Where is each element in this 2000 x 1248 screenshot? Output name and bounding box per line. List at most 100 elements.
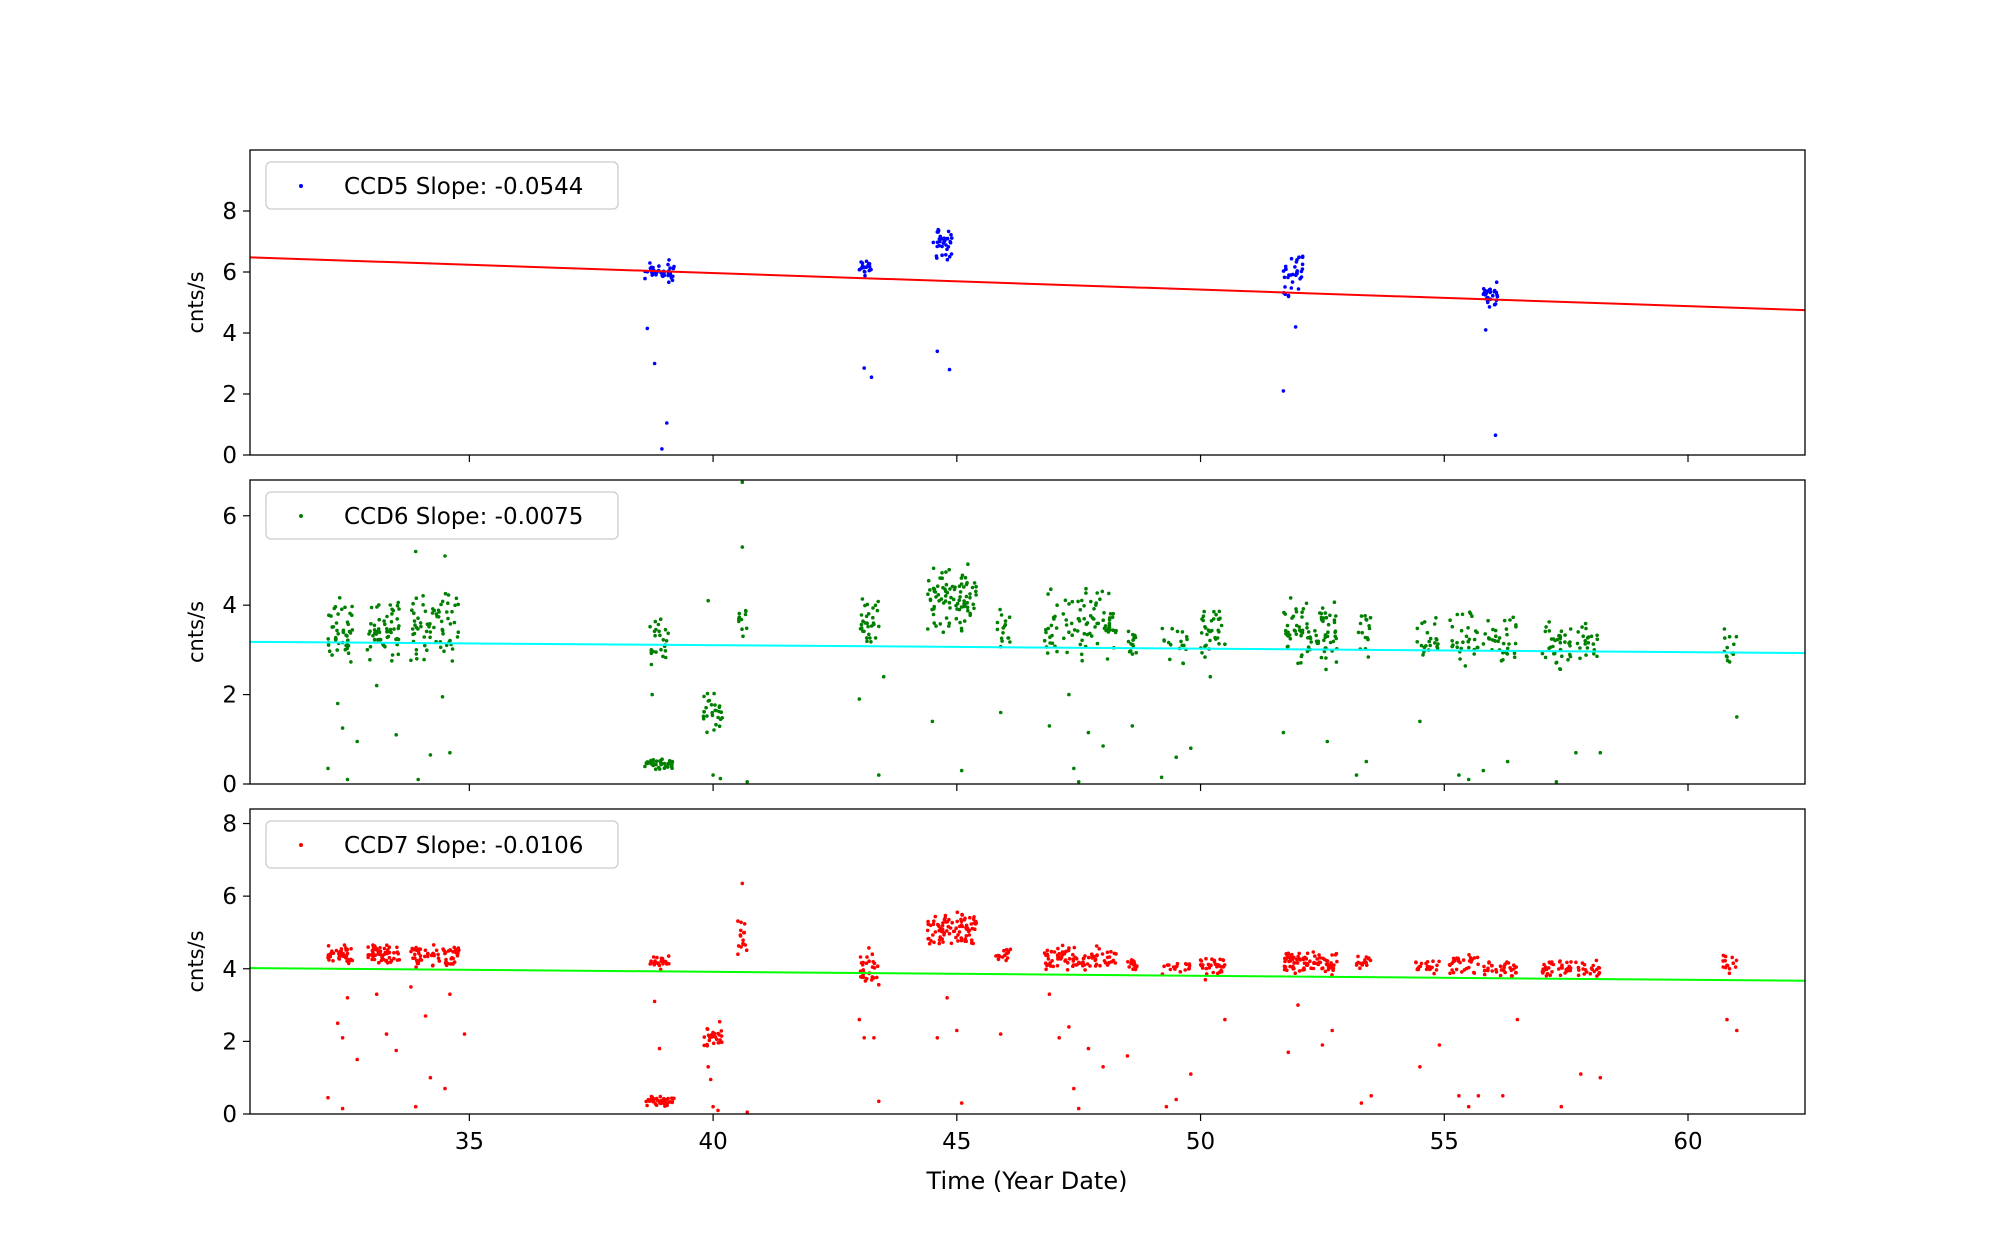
data-point	[963, 603, 967, 607]
data-point	[1062, 636, 1066, 641]
data-point	[1073, 955, 1077, 960]
data-point	[865, 639, 869, 644]
data-point	[719, 1034, 724, 1038]
data-point	[330, 625, 335, 629]
data-point	[717, 704, 722, 708]
data-point	[877, 624, 881, 629]
data-point	[1180, 643, 1184, 648]
data-point	[935, 1036, 940, 1040]
data-point	[445, 610, 449, 614]
data-point	[1584, 653, 1588, 657]
data-point	[350, 628, 355, 632]
data-point	[743, 943, 748, 947]
data-point	[423, 948, 428, 953]
data-point	[743, 608, 748, 613]
data-point	[1174, 755, 1178, 759]
data-point	[1721, 959, 1725, 963]
data-point	[1111, 628, 1115, 632]
data-point	[926, 919, 930, 924]
data-point	[705, 1027, 709, 1031]
data-point	[343, 647, 348, 652]
data-point	[355, 739, 360, 744]
data-point	[436, 956, 441, 960]
data-point	[1202, 609, 1206, 614]
data-point	[1217, 963, 1221, 967]
data-point	[1130, 652, 1135, 656]
data-point	[1300, 262, 1305, 267]
data-point	[1483, 328, 1488, 332]
data-point	[945, 929, 949, 933]
data-point	[374, 992, 379, 996]
data-point	[1472, 637, 1477, 642]
data-point	[390, 653, 395, 657]
data-point	[1421, 653, 1425, 657]
data-point	[858, 627, 863, 631]
data-point	[1326, 964, 1331, 968]
data-point	[1067, 957, 1072, 961]
data-point	[1314, 633, 1318, 638]
data-point	[1502, 618, 1507, 623]
data-point	[1288, 636, 1293, 641]
data-point	[1457, 773, 1461, 777]
data-point	[1487, 637, 1492, 641]
data-point	[1130, 642, 1135, 647]
data-point	[448, 962, 453, 966]
data-point	[1063, 950, 1067, 954]
data-point	[1420, 621, 1424, 626]
data-point	[1184, 635, 1189, 639]
data-point	[1356, 630, 1361, 635]
panel-3: 0 2 4 6 8 35 40 45 50 55 60 cnts/s CCD7 Slope: -0.01…	[184, 808, 1806, 1155]
y-tick-label: 0	[222, 1102, 237, 1128]
data-point	[376, 637, 380, 642]
data-point	[1072, 945, 1077, 950]
data-point	[713, 703, 717, 707]
data-point	[395, 617, 400, 621]
data-point	[1597, 966, 1602, 970]
data-point	[711, 773, 715, 777]
data-point	[372, 637, 377, 642]
data-point	[1006, 636, 1011, 640]
data-point	[1356, 954, 1360, 959]
data-point	[740, 545, 745, 549]
data-point	[456, 602, 461, 607]
data-point	[384, 1032, 389, 1036]
data-point	[377, 603, 381, 607]
data-point	[1286, 293, 1291, 298]
data-point	[385, 635, 390, 640]
data-point	[1422, 645, 1427, 650]
data-point	[336, 612, 340, 616]
data-point	[1217, 617, 1221, 621]
data-point	[1299, 633, 1303, 638]
data-point	[1367, 624, 1371, 628]
data-point	[415, 657, 419, 661]
data-point	[1204, 956, 1208, 961]
data-point	[1082, 604, 1086, 608]
data-point	[1067, 946, 1071, 950]
data-point	[431, 943, 436, 947]
data-point	[1111, 958, 1116, 963]
data-point	[947, 254, 952, 259]
data-point	[1210, 957, 1214, 961]
data-point	[1455, 645, 1459, 649]
data-point	[872, 966, 877, 970]
data-point	[418, 621, 423, 625]
data-point	[658, 633, 662, 638]
data-point	[1584, 626, 1588, 631]
data-point	[1476, 1094, 1481, 1098]
data-point	[948, 926, 953, 930]
y-tick-label: 8	[222, 199, 237, 225]
data-point	[1056, 946, 1060, 951]
data-point	[1204, 643, 1208, 648]
data-point	[658, 759, 663, 764]
data-point	[742, 930, 747, 935]
data-point	[1129, 961, 1133, 966]
data-point	[417, 951, 421, 956]
data-point	[431, 963, 435, 968]
data-point	[1358, 966, 1362, 970]
data-point	[1504, 627, 1509, 631]
data-point	[331, 959, 335, 963]
y-tick-label: 8	[222, 812, 237, 838]
data-point	[1558, 959, 1562, 963]
data-point	[862, 1036, 866, 1040]
data-point	[968, 611, 972, 616]
